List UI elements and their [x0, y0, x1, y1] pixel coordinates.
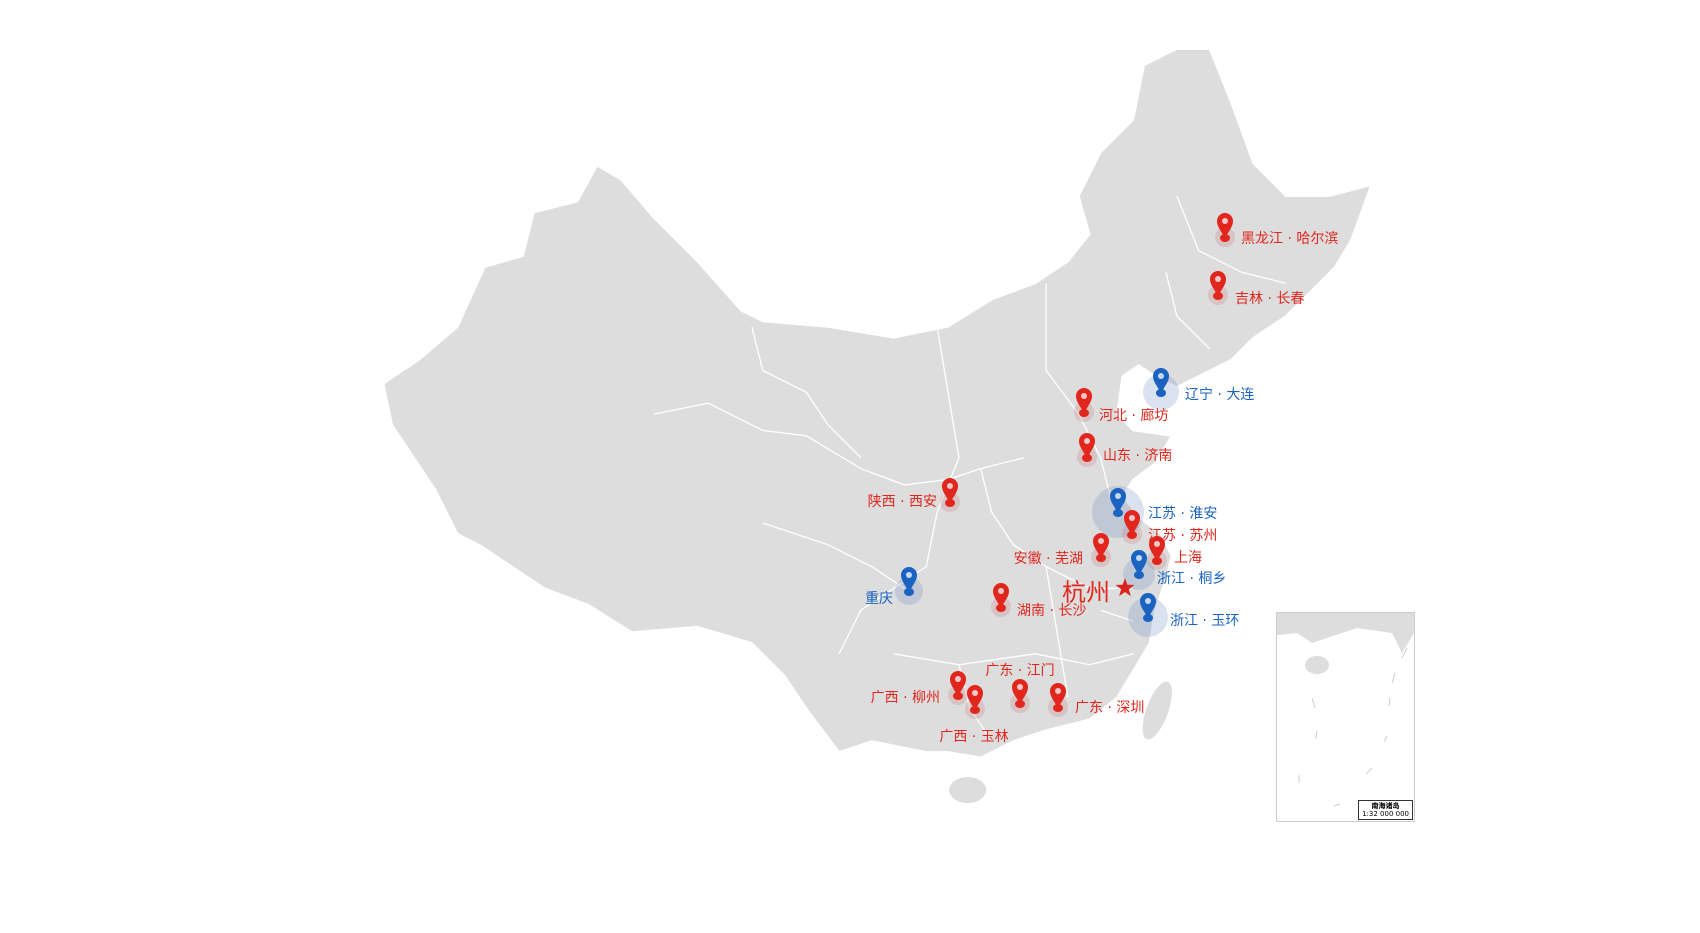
map-pin-icon	[1153, 368, 1169, 395]
pin-hole	[998, 588, 1004, 594]
map-marker-red[interactable]	[1215, 213, 1235, 247]
pin-hole	[1055, 688, 1061, 694]
pin-hole	[906, 572, 912, 578]
pin-hole	[1215, 276, 1221, 282]
marker-label: 广东 · 深圳	[1075, 700, 1145, 716]
map-marker-red[interactable]	[948, 671, 968, 705]
map-pin-icon	[1149, 536, 1165, 563]
map-marker-red[interactable]	[1122, 510, 1142, 544]
map-pin-icon	[1110, 488, 1126, 515]
marker-label: 上海	[1174, 550, 1202, 566]
map-marker-red[interactable]	[1077, 433, 1097, 467]
map-marker-red[interactable]	[1010, 679, 1030, 713]
map-marker-red[interactable]	[1048, 683, 1068, 717]
star-icon[interactable]	[1115, 578, 1135, 597]
hq-label: 杭州	[1062, 578, 1110, 607]
map-pin-icon	[942, 478, 958, 505]
pin-hole	[1129, 515, 1135, 521]
marker-label: 湖南 · 长沙	[1017, 603, 1087, 619]
map-pin-icon	[1093, 533, 1109, 560]
map-pin-icon	[901, 567, 917, 594]
marker-label: 重庆	[865, 591, 893, 607]
map-pin-icon	[993, 583, 1009, 610]
map-marker-blue[interactable]	[1128, 593, 1168, 637]
south-china-sea-inset: 南海诸岛 1:32 000 000	[1276, 612, 1415, 822]
inset-legend: 南海诸岛 1:32 000 000	[1358, 800, 1413, 820]
pin-hole	[955, 676, 961, 682]
map-pin-icon	[1076, 388, 1092, 415]
pin-hole	[1084, 438, 1090, 444]
marker-label: 吉林 · 长春	[1235, 291, 1305, 307]
map-marker-red[interactable]	[965, 685, 985, 719]
pin-hole	[1222, 218, 1228, 224]
map-marker-red[interactable]	[1074, 388, 1094, 422]
marker-label: 山东 · 济南	[1103, 448, 1173, 464]
map-marker-red[interactable]	[1208, 271, 1228, 305]
marker-label: 江苏 · 淮安	[1148, 506, 1218, 522]
map-pin-icon	[950, 671, 966, 698]
pin-hole	[1145, 598, 1151, 604]
pin-hole	[1098, 538, 1104, 544]
marker-label: 浙江 · 桐乡	[1157, 571, 1227, 587]
map-pin-icon	[1050, 683, 1066, 710]
marker-label: 辽宁 · 大连	[1185, 387, 1255, 403]
map-pin-icon	[1131, 550, 1147, 577]
inset-title: 南海诸岛	[1371, 802, 1400, 810]
marker-label: 广西 · 柳州	[870, 690, 940, 706]
map-marker-red[interactable]	[1147, 536, 1167, 570]
map-pin-icon	[1217, 213, 1233, 240]
inset-scale: 1:32 000 000	[1362, 810, 1409, 818]
map-pin-icon	[967, 685, 983, 712]
pin-hole	[1115, 493, 1121, 499]
pin-hole	[1158, 373, 1164, 379]
map-marker-blue[interactable]	[895, 567, 923, 605]
map-marker-blue[interactable]	[1143, 368, 1179, 410]
map-pin-icon	[1210, 271, 1226, 298]
pin-hole	[1154, 541, 1160, 547]
pin-hole	[1136, 555, 1142, 561]
marker-label: 浙江 · 玉环	[1170, 613, 1240, 629]
marker-label: 广西 · 玉林	[939, 729, 1009, 745]
hainan	[949, 776, 987, 804]
marker-label: 安徽 · 芜湖	[1013, 551, 1083, 567]
map-pin-icon	[1012, 679, 1028, 706]
map-pin-icon	[1079, 433, 1095, 460]
map-pin-icon	[1140, 593, 1156, 620]
pin-hole	[972, 690, 978, 696]
marker-label: 广东 · 江门	[985, 663, 1055, 679]
map-marker-blue[interactable]	[1123, 550, 1155, 590]
taiwan	[1142, 681, 1172, 740]
pin-hole	[1081, 393, 1087, 399]
marker-label: 江苏 · 苏州	[1148, 528, 1218, 544]
map-pin-icon	[1124, 510, 1140, 537]
marker-label: 河北 · 廊坊	[1099, 408, 1169, 424]
map-marker-red[interactable]	[940, 478, 960, 512]
map-marker-red[interactable]	[1091, 533, 1111, 567]
province-borders	[653, 195, 1287, 742]
marker-label: 陕西 · 西安	[867, 494, 937, 510]
map-marker-red[interactable]	[991, 583, 1011, 617]
pin-hole	[1017, 684, 1023, 690]
pin-hole	[947, 483, 953, 489]
marker-label: 黑龙江 · 哈尔滨	[1241, 231, 1339, 247]
